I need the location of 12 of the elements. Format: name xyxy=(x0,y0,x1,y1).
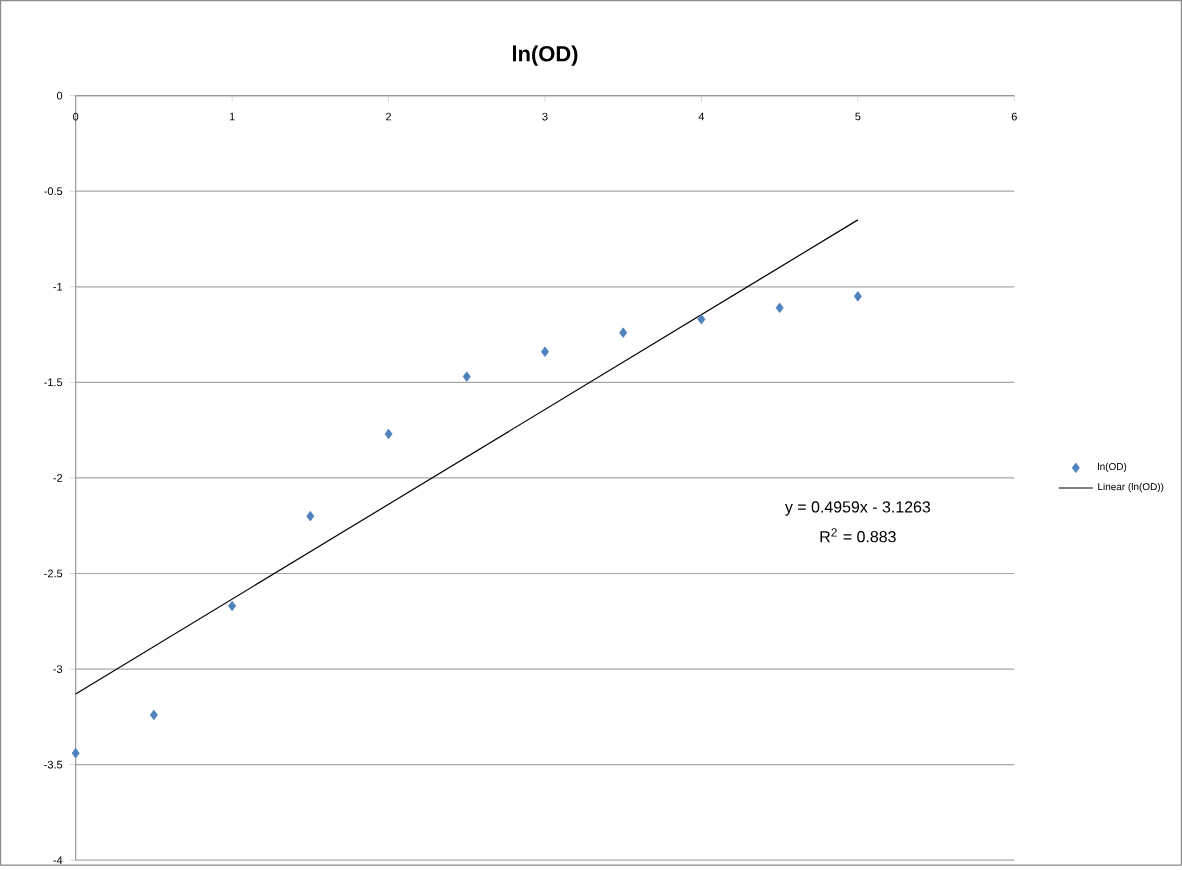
point xyxy=(853,290,862,302)
point xyxy=(775,302,784,313)
point xyxy=(619,327,628,338)
chart-title: ln(OD) xyxy=(513,45,578,66)
point xyxy=(149,709,158,720)
point xyxy=(462,371,471,382)
point xyxy=(384,428,393,439)
point xyxy=(697,313,706,325)
point xyxy=(540,346,549,357)
point xyxy=(306,510,315,522)
point xyxy=(228,600,237,611)
point xyxy=(71,747,80,759)
